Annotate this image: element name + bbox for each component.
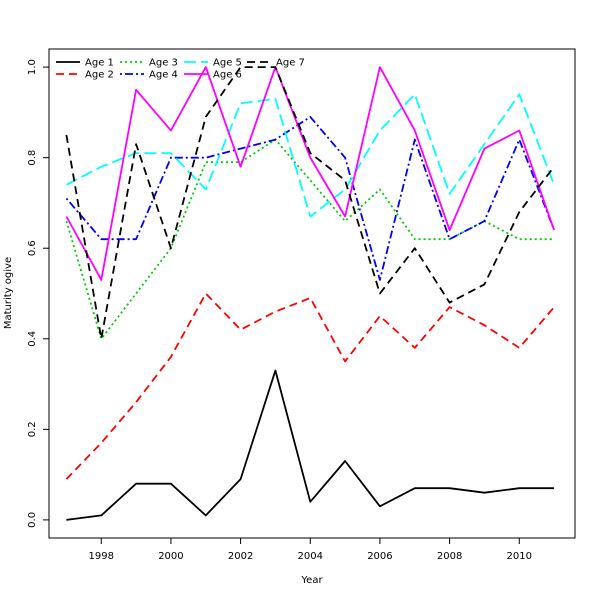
legend-label: Age 2 — [85, 70, 114, 81]
x-axis-title: Year — [300, 575, 323, 586]
x-tick-label: 2006 — [367, 551, 392, 562]
plot-frame — [48, 48, 576, 539]
y-axis-title: Maturity ogive — [3, 257, 14, 329]
x-tick-label: 2010 — [507, 551, 532, 562]
series-line-age-1 — [66, 369, 555, 521]
series-line-age-2 — [65, 292, 555, 480]
series-line-age-6 — [65, 66, 555, 281]
y-tick-label: 0.8 — [27, 150, 38, 166]
x-tick-label: 2000 — [158, 551, 183, 562]
series-line-age-4 — [65, 116, 555, 281]
legend-label: Age 7 — [276, 58, 305, 69]
legend-label: Age 3 — [149, 58, 178, 69]
x-tick-label: 2008 — [437, 551, 462, 562]
legend-label: Age 4 — [149, 70, 178, 81]
y-axis: 0.0 0.2 0.4 0.6 0.8 1.0 — [27, 59, 49, 528]
y-tick-label: 0.4 — [27, 331, 38, 347]
legend-label: Age 6 — [213, 70, 242, 81]
legend-label: Age 1 — [85, 58, 114, 69]
x-tick-label: 2004 — [298, 551, 323, 562]
y-tick-label: 0.6 — [27, 240, 38, 256]
y-tick-label: 0.0 — [27, 512, 38, 528]
series-line-age-7 — [65, 66, 555, 340]
legend-label: Age 5 — [213, 58, 242, 69]
series-line-age-3 — [65, 138, 555, 340]
series-layer — [65, 66, 555, 521]
x-tick-label: 2002 — [228, 551, 253, 562]
x-axis: 1998 2000 2002 2004 2006 2008 2010 — [89, 538, 532, 562]
series-line-age-5 — [65, 93, 555, 218]
y-tick-label: 1.0 — [27, 59, 38, 75]
x-tick-label: 1998 — [89, 551, 114, 562]
y-tick-label: 0.2 — [27, 421, 38, 437]
